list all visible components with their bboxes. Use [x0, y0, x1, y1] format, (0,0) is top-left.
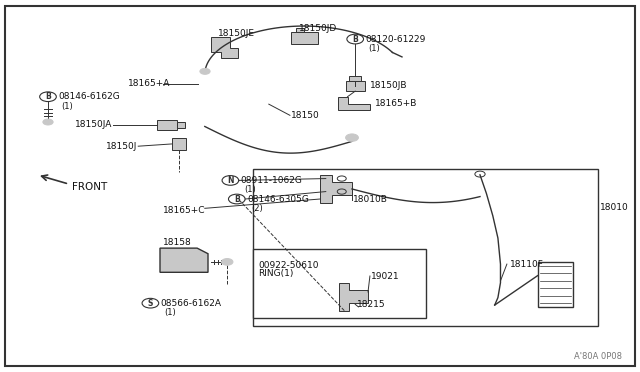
- Bar: [172, 138, 186, 150]
- Text: 18010B: 18010B: [353, 195, 388, 204]
- Bar: [253, 169, 598, 326]
- Polygon shape: [339, 283, 368, 311]
- Bar: [157, 120, 177, 130]
- Circle shape: [221, 259, 233, 265]
- Text: (1): (1): [368, 44, 380, 53]
- Text: RING(1): RING(1): [258, 269, 293, 278]
- Text: 18150JD: 18150JD: [299, 24, 337, 33]
- Polygon shape: [160, 248, 208, 272]
- Text: B: B: [353, 35, 358, 44]
- Text: N: N: [227, 176, 234, 185]
- Text: 18010: 18010: [600, 203, 629, 212]
- Circle shape: [200, 68, 210, 74]
- Text: 18215: 18215: [356, 300, 385, 309]
- Text: 18150: 18150: [291, 111, 320, 120]
- Text: 08911-1062G: 08911-1062G: [241, 176, 303, 185]
- Text: (1): (1): [164, 308, 176, 317]
- Bar: [177, 122, 185, 128]
- Bar: [349, 76, 361, 81]
- Text: A'80A 0P08: A'80A 0P08: [575, 352, 623, 361]
- Text: 18158: 18158: [163, 238, 192, 247]
- Text: 00922-50610: 00922-50610: [258, 262, 319, 270]
- Text: 08146-6162G: 08146-6162G: [58, 92, 120, 101]
- Text: 08146-6305G: 08146-6305G: [247, 195, 309, 203]
- Text: 18165+C: 18165+C: [163, 206, 205, 215]
- Text: 18110F: 18110F: [510, 260, 544, 269]
- Polygon shape: [338, 97, 370, 110]
- Bar: [296, 28, 304, 32]
- Text: 18165+A: 18165+A: [128, 79, 170, 88]
- Circle shape: [346, 134, 358, 141]
- Polygon shape: [320, 175, 352, 203]
- Text: 18165+B: 18165+B: [375, 99, 417, 108]
- Circle shape: [43, 119, 53, 125]
- Bar: [253, 249, 426, 318]
- Text: B: B: [234, 195, 239, 203]
- Text: 18150JA: 18150JA: [75, 121, 112, 129]
- Text: FRONT: FRONT: [72, 182, 107, 192]
- Text: 18150JE: 18150JE: [218, 29, 255, 38]
- Text: 08120-61229: 08120-61229: [365, 35, 426, 44]
- Bar: [291, 32, 318, 44]
- Text: S: S: [148, 299, 153, 308]
- Text: 19021: 19021: [371, 272, 400, 280]
- Text: B: B: [45, 92, 51, 101]
- Text: 18150JB: 18150JB: [370, 81, 408, 90]
- Text: 08566-6162A: 08566-6162A: [161, 299, 221, 308]
- Text: 18150J: 18150J: [106, 142, 138, 151]
- Polygon shape: [211, 37, 238, 58]
- Text: (2): (2): [251, 204, 262, 213]
- Bar: [346, 81, 365, 91]
- Text: (1): (1): [244, 185, 256, 194]
- Text: (1): (1): [61, 102, 72, 110]
- Bar: [538, 262, 573, 307]
